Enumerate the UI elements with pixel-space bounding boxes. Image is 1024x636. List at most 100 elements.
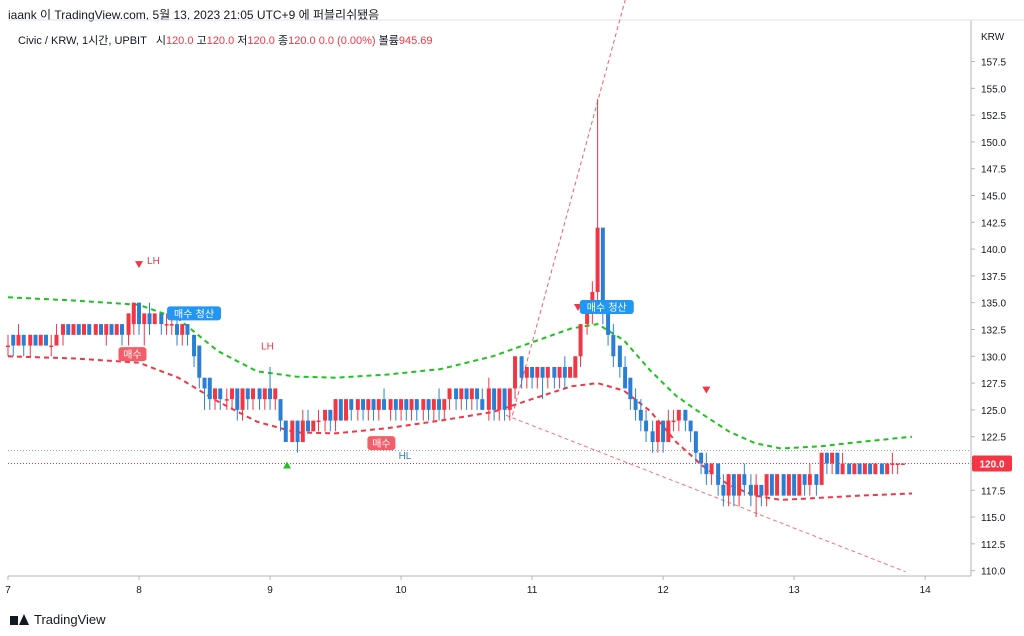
y-tick-label: 130.0 [981,352,1006,363]
candle-body [628,377,633,400]
candle-body [164,324,169,326]
candle-body [224,399,229,401]
volume-value: 945.69 [398,35,433,47]
signal-tag: 매수 [367,436,396,451]
candle-body [93,324,98,335]
candle-body [147,313,152,325]
candle-body [349,399,354,410]
signal-tag-label: 매수 [372,438,390,450]
candle-body [464,388,469,400]
x-tick-label: 13 [789,585,801,596]
candle-body [676,409,681,421]
candle-body [459,388,464,400]
y-tick-label: 155.0 [981,84,1006,95]
y-tick-label: 132.5 [981,325,1006,336]
candle-body [792,474,797,496]
candle-body [119,324,124,335]
y-tick-label: 122.5 [981,433,1006,444]
candle-body [6,345,10,348]
candle-body [840,463,845,475]
candle-body [442,399,447,410]
candle-body [552,366,557,378]
x-tick-label: 11 [527,585,538,596]
y-tick-label: 147.5 [981,165,1006,176]
candle-body [666,420,671,443]
candle-body [251,388,256,400]
y-tick-label: 112.5 [981,540,1006,551]
candle-body [421,399,426,410]
candle-body [306,420,311,432]
candle-body [502,388,507,410]
open-value: 120.0 [165,35,194,47]
candle-body [868,463,873,475]
symbol-legend: Civic / KRW, 1시간, UPBIT 시120.0 고120.0 저1… [18,32,433,48]
candle-body [240,388,245,410]
signal-tag-label: 매수 청산 [174,308,214,320]
candle-body [595,227,600,292]
brand-text: TradingView [34,612,106,627]
candle-body [683,409,688,421]
x-tick-label: 9 [267,585,273,596]
candle-body [409,399,414,410]
y-tick-label: 145.0 [981,191,1006,202]
candle-body [290,420,295,443]
candle-body [688,420,693,432]
candle-body [76,324,81,335]
candle-body [513,356,518,389]
symbol-name[interactable]: Civic / KRW, 1시간, UPBIT [18,35,147,47]
candle-body [218,388,223,400]
candle-body [38,334,43,346]
candle-body [338,399,343,421]
candle-body [661,420,666,443]
publish-info: iaank 이 TradingView.com, 5월 13, 2023 21:… [8,8,380,22]
candle-body [414,399,419,410]
candle-body [814,474,819,485]
candle-body [54,334,59,346]
candle-body [109,324,114,335]
candle-body [114,324,119,335]
candle-body [900,463,905,465]
y-tick-label: 117.5 [981,486,1006,497]
signal-tag-bg [167,306,222,321]
candle-body [644,420,649,432]
candle-body [754,484,759,496]
candle-body [480,399,485,410]
candle-body [557,366,562,378]
close-label: 종 [277,35,289,47]
candle-body [475,388,480,400]
tradingview-brand[interactable]: TradingView [10,612,106,627]
candle-body [807,474,812,485]
y-tick-label: 140.0 [981,245,1006,256]
candle-body [81,324,86,335]
candle-body [273,388,278,400]
candle-body [819,452,824,485]
candle-body [769,474,774,496]
candle-body [300,420,305,443]
signal-tag-bg [118,347,147,362]
x-tick-label: 12 [658,585,670,596]
pivot-label: LH [147,256,160,267]
candle-body [230,388,235,400]
candle-body [578,324,583,357]
x-tick-label: 8 [136,585,142,596]
price-chart[interactable]: KRW 110.0 112.5 115.0 117.5 120.0 122.5 125.0 12… [0,0,1024,610]
candle-body [71,324,76,335]
candle-body [879,463,884,475]
candle-body [617,345,622,367]
candle-body [573,356,578,378]
candle-body [323,409,328,421]
candle-body [16,334,21,346]
candle-body [311,420,316,432]
candle-body [781,474,786,496]
candle-body [175,324,180,335]
y-tick-label: 137.5 [981,272,1006,283]
y-tick-label: 125.0 [981,406,1006,417]
candle-body [633,399,638,410]
y-tick-label: 110.0 [981,567,1006,578]
y-tick-label: 127.5 [981,379,1006,390]
marker-up-icon [283,461,292,469]
x-tick-label: 10 [395,585,407,596]
candle-body [748,484,753,496]
candle-body [202,377,207,389]
candle-body [283,420,288,443]
